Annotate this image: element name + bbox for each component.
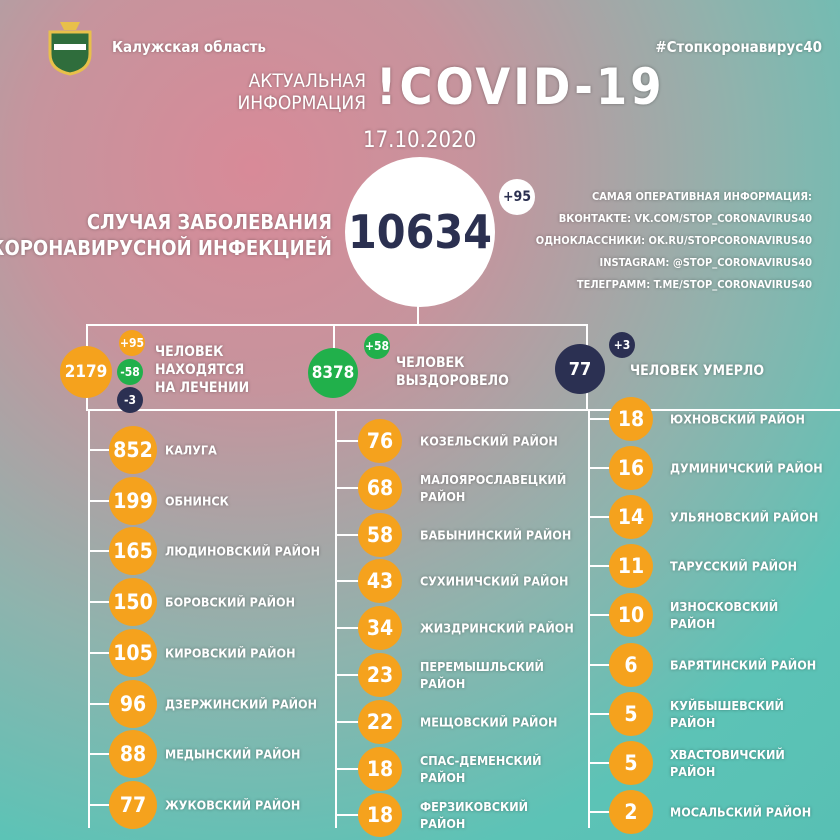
district-name: ПЕРЕМЫШЛЬСКИЙ РАЙОН bbox=[420, 659, 544, 691]
district-name: УЛЬЯНОВСКИЙ РАЙОН bbox=[670, 509, 819, 525]
recovered-delta: +58 bbox=[364, 333, 390, 359]
info-line: INSTAGRAM: @STOP_CORONAVIRUS40 bbox=[599, 256, 812, 269]
total-delta: +95 bbox=[499, 179, 535, 215]
district-name: ХВАСТОВИЧСКИЙ РАЙОН bbox=[670, 746, 785, 779]
district-value: 23 bbox=[358, 653, 402, 697]
district-value: 76 bbox=[358, 419, 402, 463]
treatment-label: НАХОДЯТСЯ bbox=[155, 362, 245, 378]
treatment-label: НА ЛЕЧЕНИИ bbox=[155, 380, 250, 396]
recovered-value: 8378 bbox=[308, 348, 358, 398]
district-name: СПАС-ДЕМЕНСКИЙ РАЙОН bbox=[420, 752, 542, 785]
district-name: ЛЮДИНОВСКИЙ РАЙОН bbox=[165, 543, 321, 559]
recovered-label: ВЫЗДОРОВЕЛО bbox=[396, 373, 509, 389]
recovered-label: ЧЕЛОВЕК bbox=[396, 355, 465, 371]
total-label: КОРОНАВИРУСНОЙ ИНФЕКЦИЕЙ bbox=[0, 236, 332, 260]
date: 17.10.2020 bbox=[363, 128, 477, 153]
connector-line bbox=[335, 410, 337, 828]
district-value: 58 bbox=[358, 512, 402, 557]
district-name: ДУМИНИЧСКИЙ РАЙОН bbox=[670, 460, 823, 476]
connector-line bbox=[335, 720, 380, 723]
total-label: СЛУЧАЯ ЗАБОЛЕВАНИЯ bbox=[86, 210, 332, 234]
district-value: 18 bbox=[609, 397, 653, 441]
district-value: 10 bbox=[609, 593, 653, 638]
district-value: 88 bbox=[109, 730, 157, 779]
info-line: САМАЯ ОПЕРАТИВНАЯ ИНФОРМАЦИЯ: bbox=[591, 190, 812, 203]
district-name: СУХИНИЧСКИЙ РАЙОН bbox=[420, 573, 569, 589]
district-name: МОСАЛЬСКИЙ РАЙОН bbox=[670, 804, 812, 820]
district-value: 43 bbox=[358, 559, 402, 604]
district-value: 199 bbox=[109, 476, 157, 525]
district-name: ЖУКОВСКИЙ РАЙОН bbox=[165, 797, 301, 813]
connector-line bbox=[335, 814, 380, 817]
district-name: КУЙБЫШЕВСКИЙ РАЙОН bbox=[670, 697, 784, 730]
district-value: 18 bbox=[358, 746, 402, 791]
connector-line bbox=[335, 580, 380, 583]
crest bbox=[48, 22, 92, 76]
died-label: ЧЕЛОВЕК УМЕРЛО bbox=[630, 363, 765, 379]
connector-line bbox=[335, 486, 380, 489]
district-value: 16 bbox=[609, 446, 653, 491]
district-name: КОЗЕЛЬСКИЙ РАЙОН bbox=[420, 433, 558, 449]
district-value: 77 bbox=[109, 780, 157, 829]
district-value: 6 bbox=[609, 642, 653, 687]
total-value: 10634 bbox=[345, 157, 495, 307]
connector-line bbox=[335, 440, 380, 442]
district-value: 105 bbox=[109, 628, 157, 677]
district-name: ТАРУССКИЙ РАЙОН bbox=[670, 558, 798, 574]
district-name: ОБНИНСК bbox=[165, 493, 229, 509]
connector-line bbox=[335, 674, 380, 676]
district-name: БАБЫНИНСКИЙ РАЙОН bbox=[420, 527, 572, 543]
district-name: КИРОВСКИЙ РАЙОН bbox=[165, 645, 296, 661]
title-line: ИНФОРМАЦИЯ bbox=[237, 92, 367, 114]
district-name: ЖИЗДРИНСКИЙ РАЙОН bbox=[420, 620, 574, 636]
treatment-delta: -58 bbox=[117, 359, 143, 385]
connector-line bbox=[417, 300, 419, 325]
district-name: ДЗЕРЖИНСКИЙ РАЙОН bbox=[165, 696, 318, 711]
district-value: 150 bbox=[109, 578, 157, 627]
district-value: 852 bbox=[109, 426, 157, 474]
district-name: БАРЯТИНСКИЙ РАЙОН bbox=[670, 657, 817, 672]
treatment-label: ЧЕЛОВЕК bbox=[155, 344, 224, 360]
info-line: ОДНОКЛАССНИКИ: OK.RU/STOPCORONAVIRUS40 bbox=[535, 234, 812, 247]
district-name: КАЛУГА bbox=[165, 442, 217, 458]
connector-line bbox=[335, 533, 380, 536]
district-value: 34 bbox=[358, 606, 402, 651]
district-name: БОРОВСКИЙ РАЙОН bbox=[165, 594, 295, 610]
connector-line bbox=[335, 627, 380, 630]
connector-line bbox=[335, 767, 380, 770]
district-name: ЮХНОВСКИЙ РАЙОН bbox=[670, 411, 805, 427]
treatment-delta: +95 bbox=[119, 330, 145, 356]
connector-line bbox=[88, 410, 90, 828]
district-value: 18 bbox=[358, 793, 402, 838]
connector-line bbox=[86, 324, 588, 326]
district-name: МЕДЫНСКИЙ РАЙОН bbox=[165, 746, 301, 762]
district-name: ФЕРЗИКОВСКИЙ РАЙОН bbox=[420, 799, 529, 832]
district-value: 14 bbox=[609, 495, 653, 540]
connector-line bbox=[86, 409, 840, 411]
district-value: 96 bbox=[109, 679, 157, 728]
connector-line bbox=[588, 410, 590, 828]
info-line: ТЕЛЕГРАММ: T.ME/STOP_CORONAVIRUS40 bbox=[576, 278, 812, 291]
title-line: АКТУАЛЬНАЯ bbox=[248, 70, 366, 92]
district-value: 165 bbox=[109, 527, 157, 576]
district-name: МАЛОЯРОСЛАВЕЦКИЙ РАЙОН bbox=[420, 471, 567, 504]
district-name: МЕЩОВСКИЙ РАЙОН bbox=[420, 714, 558, 730]
district-value: 68 bbox=[358, 465, 402, 510]
district-name: ИЗНОСКОВСКИЙ РАЙОН bbox=[670, 599, 779, 632]
district-value: 2 bbox=[609, 789, 653, 834]
district-value: 11 bbox=[609, 544, 653, 589]
district-value: 5 bbox=[609, 740, 653, 785]
died-delta: +3 bbox=[609, 332, 635, 358]
treatment-value: 2179 bbox=[60, 346, 112, 398]
treatment-delta: -3 bbox=[117, 387, 143, 413]
died-value: 77 bbox=[555, 344, 605, 394]
district-value: 5 bbox=[609, 691, 653, 736]
hashtag: #Стопкоронавирус40 bbox=[655, 38, 822, 56]
info-line: ВКОНТАКТЕ: VK.COM/STOP_CORONAVIRUS40 bbox=[558, 212, 812, 225]
region: Калужская область bbox=[112, 38, 266, 56]
connector-line bbox=[333, 324, 335, 364]
district-value: 22 bbox=[358, 699, 402, 744]
title-big: !COVID-19 bbox=[376, 58, 665, 116]
